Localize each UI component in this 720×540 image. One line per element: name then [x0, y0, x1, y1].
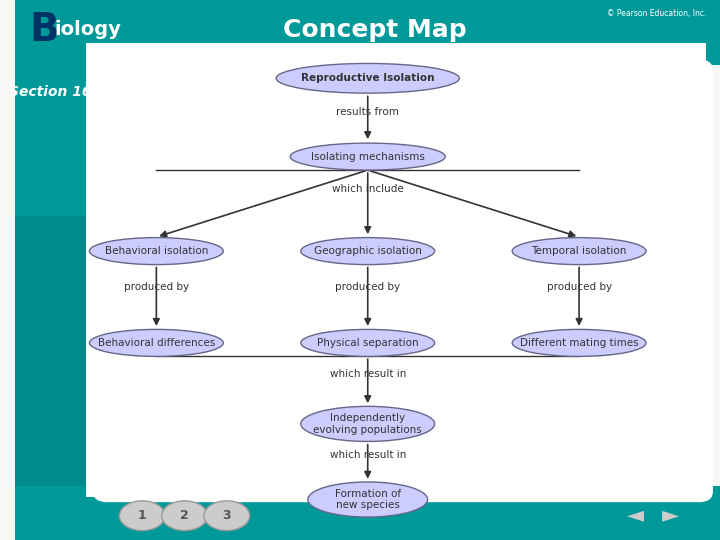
Text: produced by: produced by: [336, 282, 400, 292]
Ellipse shape: [512, 238, 646, 265]
Text: results from: results from: [336, 107, 399, 117]
Text: Concept Map: Concept Map: [283, 18, 467, 42]
Text: Temporal isolation: Temporal isolation: [531, 246, 627, 256]
Text: produced by: produced by: [124, 282, 189, 292]
FancyBboxPatch shape: [15, 486, 720, 540]
Text: which result in: which result in: [330, 369, 406, 379]
Text: Section 16-3: Section 16-3: [9, 85, 107, 99]
Text: ◄: ◄: [627, 505, 644, 526]
Ellipse shape: [276, 63, 459, 93]
Ellipse shape: [290, 143, 445, 170]
Text: B: B: [30, 11, 59, 49]
Text: Formation of
new species: Formation of new species: [335, 489, 401, 510]
Bar: [15, 0, 720, 65]
Ellipse shape: [204, 501, 250, 530]
FancyBboxPatch shape: [15, 0, 720, 65]
Ellipse shape: [89, 238, 223, 265]
FancyBboxPatch shape: [15, 65, 100, 216]
Text: produced by: produced by: [546, 282, 612, 292]
Ellipse shape: [120, 501, 165, 530]
FancyBboxPatch shape: [93, 59, 713, 502]
Ellipse shape: [162, 501, 207, 530]
FancyBboxPatch shape: [86, 43, 706, 497]
Text: which result in: which result in: [330, 450, 406, 460]
Text: Geographic isolation: Geographic isolation: [314, 246, 422, 256]
Text: Behavioral differences: Behavioral differences: [98, 338, 215, 348]
Text: 1: 1: [138, 509, 147, 522]
Text: iology: iology: [54, 20, 121, 39]
Text: ►: ►: [662, 505, 679, 526]
Text: Different mating times: Different mating times: [520, 338, 639, 348]
Ellipse shape: [301, 406, 435, 442]
Ellipse shape: [301, 329, 435, 356]
Text: Isolating mechanisms: Isolating mechanisms: [311, 152, 425, 161]
Ellipse shape: [308, 482, 428, 517]
Text: which include: which include: [332, 184, 404, 194]
Bar: [15, 0, 100, 540]
Text: Behavioral isolation: Behavioral isolation: [104, 246, 208, 256]
Ellipse shape: [512, 329, 646, 356]
Text: Reproductive Isolation: Reproductive Isolation: [301, 73, 434, 83]
Ellipse shape: [89, 329, 223, 356]
Text: Physical separation: Physical separation: [317, 338, 418, 348]
Ellipse shape: [301, 238, 435, 265]
Text: Independently
evolving populations: Independently evolving populations: [313, 413, 422, 435]
Text: 3: 3: [222, 509, 231, 522]
Text: © Pearson Education, Inc.: © Pearson Education, Inc.: [606, 9, 706, 18]
Text: 2: 2: [180, 509, 189, 522]
Bar: [15, 491, 720, 540]
